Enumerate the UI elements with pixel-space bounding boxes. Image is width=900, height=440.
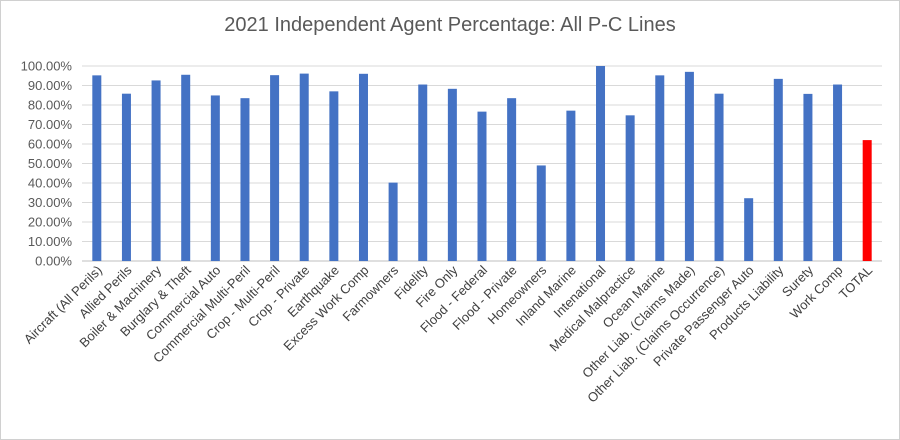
bar bbox=[240, 98, 250, 261]
bar bbox=[566, 110, 576, 261]
y-tick-label: 60.00% bbox=[28, 137, 73, 152]
bar bbox=[536, 165, 546, 261]
bar bbox=[151, 80, 161, 262]
y-tick-label: 0.00% bbox=[35, 254, 72, 269]
bar bbox=[803, 93, 813, 261]
bar bbox=[299, 73, 309, 261]
bar bbox=[329, 91, 339, 261]
bar bbox=[92, 75, 102, 261]
y-tick-label: 100.00% bbox=[21, 59, 73, 74]
bar bbox=[655, 75, 665, 261]
bar bbox=[773, 78, 783, 262]
bar bbox=[862, 140, 872, 261]
bar bbox=[833, 84, 843, 262]
chart-title: 2021 Independent Agent Percentage: All P… bbox=[224, 14, 676, 36]
bar bbox=[684, 71, 694, 261]
bar bbox=[121, 93, 131, 261]
bar bbox=[596, 66, 606, 261]
bar bbox=[507, 98, 517, 261]
bar bbox=[418, 84, 428, 262]
y-tick-label: 20.00% bbox=[28, 215, 73, 230]
y-axis-tick-labels: 0.00% 10.00% 20.00% 30.00% 40.00% 50.00% 60.00… bbox=[21, 59, 73, 269]
bar bbox=[388, 182, 398, 261]
bar bbox=[181, 74, 191, 262]
y-tick-label: 40.00% bbox=[28, 176, 73, 191]
y-tick-label: 30.00% bbox=[28, 195, 73, 210]
bar bbox=[210, 95, 220, 261]
bar bbox=[744, 198, 754, 261]
y-tick-label: 50.00% bbox=[28, 156, 73, 171]
y-tick-label: 70.00% bbox=[28, 117, 73, 132]
bar bbox=[477, 111, 487, 261]
bar bbox=[270, 75, 280, 261]
bar bbox=[714, 93, 724, 261]
bars bbox=[92, 66, 872, 262]
bar bbox=[358, 73, 368, 261]
y-tick-label: 10.00% bbox=[28, 234, 73, 249]
y-tick-label: 80.00% bbox=[28, 98, 73, 113]
bar bbox=[625, 115, 635, 262]
x-category-label: TOTAL bbox=[836, 263, 875, 302]
bar bbox=[447, 88, 457, 261]
y-tick-label: 90.00% bbox=[28, 78, 73, 93]
x-axis-category-labels: Aircraft (All Perils)Allied PerilsBoiler… bbox=[21, 262, 876, 405]
